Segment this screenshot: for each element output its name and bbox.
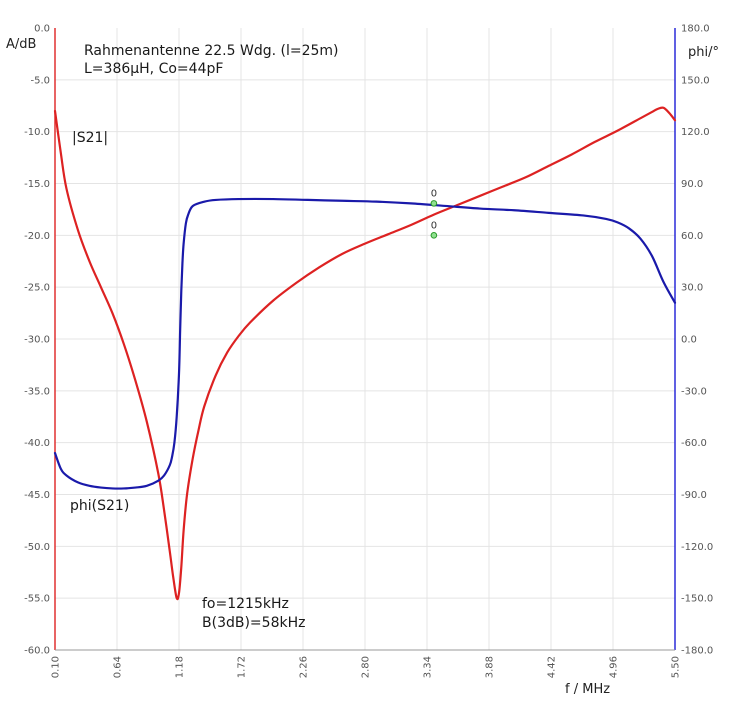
x-tick-label: 0.10: [51, 656, 62, 678]
x-axis-ticks: 0.10 0.64 1.18 1.72 2.26 2.80 3.34 3.88 4.42 4.96…: [51, 656, 682, 678]
right-tick-label: -150.0: [681, 594, 713, 605]
left-tick-label: -50.0: [24, 542, 50, 553]
series-label-s21: |S21|: [72, 130, 108, 146]
right-tick-label: -60.0: [681, 438, 707, 449]
x-tick-label: 1.18: [175, 656, 186, 678]
right-tick-label: -90.0: [681, 490, 707, 501]
left-tick-label: -60.0: [24, 646, 50, 657]
right-tick-label: 90.0: [681, 179, 703, 190]
left-axis-title: A/dB: [6, 37, 36, 52]
x-tick-label: 1.72: [237, 656, 248, 678]
bandwidth-label: B(3dB)=58kHz: [202, 615, 305, 631]
left-tick-label: -45.0: [24, 490, 50, 501]
phase-line: [53, 197, 677, 490]
left-tick-label: -10.0: [24, 127, 50, 138]
right-tick-label: 0.0: [681, 335, 697, 346]
x-tick-label: 2.80: [361, 656, 372, 678]
left-tick-label: -5.0: [30, 75, 50, 86]
series-label-phi: phi(S21): [70, 498, 129, 514]
left-tick-label: -25.0: [24, 283, 50, 294]
x-tick-label: 3.88: [485, 656, 496, 678]
left-tick-label: -20.0: [24, 231, 50, 242]
series-layer: [53, 106, 677, 601]
grid-lines: [55, 28, 675, 650]
right-tick-label: 30.0: [681, 283, 703, 294]
x-tick-label: 4.96: [609, 656, 620, 678]
left-axis-ticks: 0.0 -5.0 -10.0 -15.0 -20.0 -25.0 -30.0 -35.0 -40…: [24, 24, 50, 657]
resonance-frequency-label: fo=1215kHz: [202, 596, 289, 612]
right-tick-label: 180.0: [681, 24, 710, 35]
chart-title-line2: L=386µH, Co=44pF: [84, 61, 223, 77]
right-tick-label: 60.0: [681, 231, 703, 242]
left-tick-label: -35.0: [24, 386, 50, 397]
left-tick-label: -40.0: [24, 438, 50, 449]
magnitude-line: [53, 106, 677, 601]
x-tick-label: 0.64: [113, 656, 124, 678]
right-axis-title: phi/°: [688, 45, 719, 60]
right-tick-label: -180.0: [681, 646, 713, 657]
left-tick-label: -30.0: [24, 335, 50, 346]
left-tick-label: 0.0: [34, 24, 50, 35]
marker-dot: [430, 232, 438, 239]
right-tick-label: -120.0: [681, 542, 713, 553]
marker-layer: 00: [430, 188, 438, 239]
marker-dot: [430, 200, 438, 207]
x-tick-label: 5.50: [671, 656, 682, 678]
left-tick-label: -55.0: [24, 594, 50, 605]
right-axis-ticks: 180.0 150.0 120.0 90.0 60.0 30.0 0.0 -30.0 -60.0…: [681, 24, 713, 657]
right-tick-label: 150.0: [681, 75, 710, 86]
marker-label: 0: [431, 220, 437, 231]
x-axis-title: f / MHz: [565, 682, 610, 697]
x-tick-label: 2.26: [299, 656, 310, 678]
x-tick-label: 4.42: [547, 656, 558, 678]
right-tick-label: -30.0: [681, 386, 707, 397]
marker-label: 0: [431, 188, 437, 199]
x-tick-label: 3.34: [423, 656, 434, 678]
right-tick-label: 120.0: [681, 127, 710, 138]
chart-title-line1: Rahmenantenne 22.5 Wdg. (l=25m): [84, 43, 339, 59]
left-tick-label: -15.0: [24, 179, 50, 190]
